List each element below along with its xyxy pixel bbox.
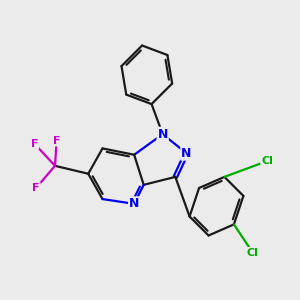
Text: F: F (53, 136, 60, 146)
Text: Cl: Cl (247, 248, 259, 258)
Text: N: N (158, 128, 168, 141)
Text: Cl: Cl (261, 156, 273, 166)
Text: F: F (32, 183, 40, 193)
Text: N: N (181, 147, 192, 160)
Text: F: F (31, 139, 38, 149)
Text: N: N (129, 197, 140, 210)
